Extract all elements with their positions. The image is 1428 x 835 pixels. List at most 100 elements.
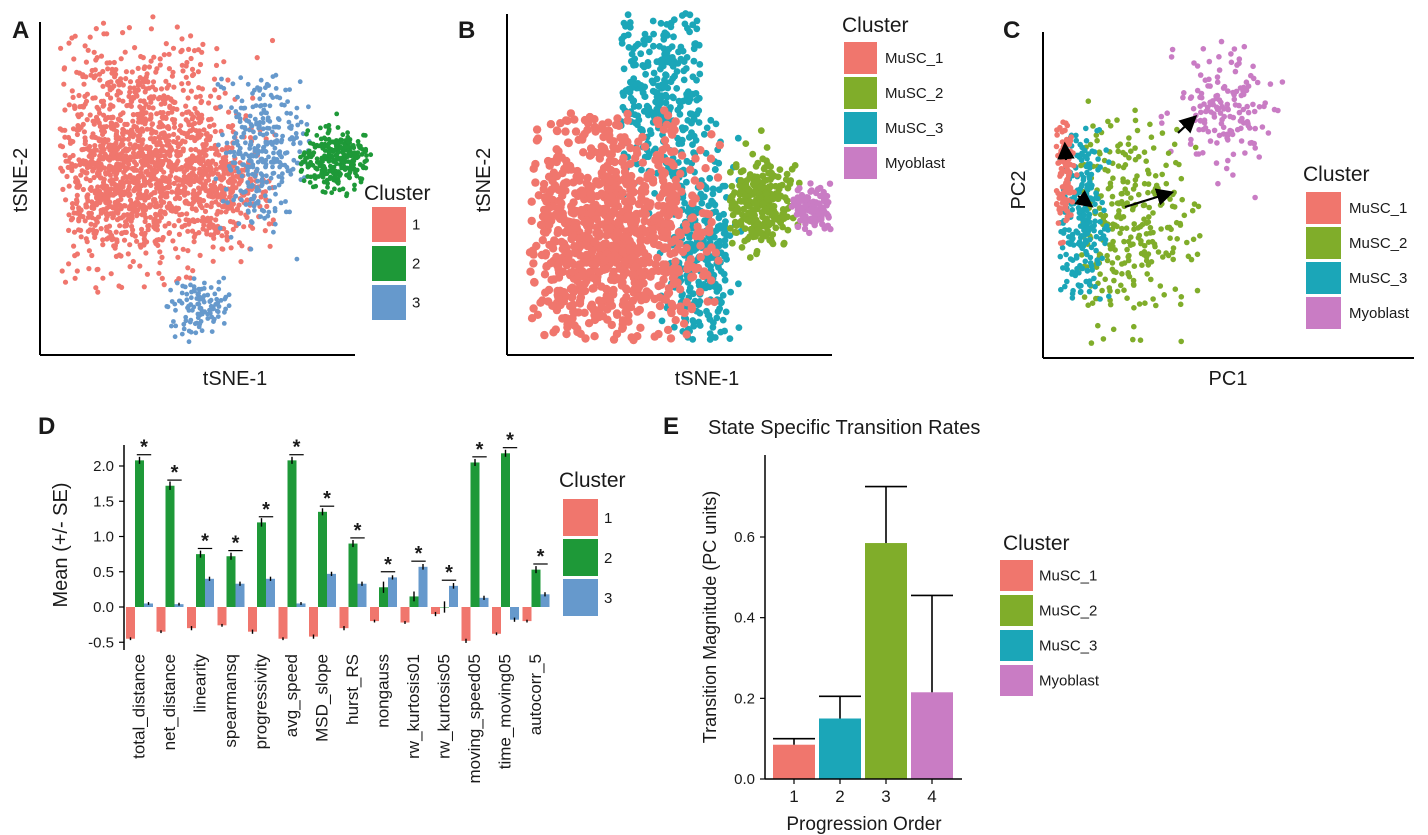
musc-2-point [1163, 250, 1169, 256]
cluster-1-point [61, 81, 67, 87]
musc-2-point [1185, 253, 1192, 260]
cluster-3-point [247, 113, 253, 119]
musc-2-point [731, 218, 739, 226]
musc-1-point [660, 136, 670, 145]
musc-2-point [1125, 270, 1131, 276]
musc-3-point [1076, 283, 1083, 290]
cluster-2-point [318, 125, 323, 131]
musc-3-point [1088, 244, 1095, 251]
musc-2-point [1150, 145, 1157, 151]
musc-1-point [566, 109, 576, 118]
musc-2-point [1115, 148, 1121, 155]
musc-1-point [553, 126, 562, 136]
cluster-3-point [227, 149, 233, 155]
cluster-1-point [107, 163, 113, 169]
musc-1-point [538, 236, 547, 245]
musc-3-point [713, 314, 721, 322]
panel-b-legend-label: Myoblast [885, 155, 946, 172]
cluster-3-point [291, 157, 297, 163]
cluster-1-point [78, 124, 84, 131]
musc-1-point [679, 319, 689, 328]
cluster-3-point [198, 295, 203, 301]
cluster-3-point [279, 179, 285, 185]
cluster-1-point [141, 232, 147, 238]
musc-1-point [662, 120, 671, 129]
cluster-1-point [118, 79, 124, 85]
myoblast-point [806, 229, 813, 237]
musc-1-point [642, 287, 651, 296]
cluster-1-point [93, 134, 99, 141]
cluster-3-point [252, 135, 258, 141]
musc-1-point [552, 210, 562, 219]
cluster-1-point [103, 139, 109, 145]
myoblast-point [1187, 141, 1194, 147]
cluster-1-point [208, 116, 214, 122]
musc-2-point [770, 203, 777, 211]
musc-2-point [1141, 180, 1148, 187]
musc-1-point [696, 241, 705, 250]
musc-1-point [634, 199, 644, 209]
myoblast-point [802, 217, 809, 225]
cluster-1-point [180, 68, 186, 74]
musc-1-point [531, 159, 540, 169]
musc-2-point [1192, 144, 1199, 151]
cluster-1-point [64, 173, 70, 180]
myoblast-point [1196, 126, 1202, 133]
cluster-3-point [215, 82, 221, 87]
cluster-3-point [286, 119, 292, 125]
cluster-1-point [114, 170, 120, 176]
musc-2-point [757, 127, 765, 134]
cluster-1-point [157, 62, 163, 68]
cluster-1-point [150, 14, 156, 20]
musc-2-point [753, 201, 760, 209]
musc-1-point [605, 185, 614, 194]
musc-3-point [654, 100, 661, 107]
cluster-1-point [166, 220, 172, 227]
musc-3-point [710, 319, 717, 326]
musc-1-point [691, 194, 700, 203]
cluster-1-point [81, 129, 87, 135]
cluster-3-point [241, 130, 247, 136]
cluster-1-point [188, 55, 194, 62]
cluster-3-point [268, 159, 274, 165]
musc-2-point [1143, 254, 1150, 260]
panel-b-points [525, 10, 834, 345]
musc-1-point [548, 301, 557, 310]
cluster-1-point [67, 155, 73, 161]
cluster-1-point [244, 197, 250, 203]
myoblast-point [1245, 122, 1251, 129]
musc-3-point [735, 324, 743, 331]
cluster-1-point [97, 77, 103, 83]
cluster-1-point [123, 174, 129, 180]
panel-a-legend-label: 2 [412, 256, 420, 273]
musc-3-point [1099, 199, 1105, 206]
myoblast-point [1225, 106, 1231, 113]
musc-2-point [1136, 153, 1142, 160]
cluster-1-point [132, 45, 138, 51]
musc-1-point [592, 192, 602, 201]
cluster-1-point [107, 229, 113, 235]
musc-2-point [1107, 301, 1114, 308]
myoblast-point [1256, 104, 1263, 110]
cluster-1-point [126, 161, 132, 167]
musc-1-point [617, 134, 626, 143]
cluster-1-point [90, 161, 96, 167]
musc-1-point [654, 201, 663, 210]
cluster-1-point [130, 112, 136, 118]
cluster-3-point [196, 301, 202, 307]
musc-2-point [728, 182, 736, 190]
cluster-1-point [167, 104, 173, 111]
musc-2-point [1190, 236, 1197, 243]
musc-3-point [715, 159, 723, 167]
cluster-3-point [276, 117, 282, 123]
musc-1-point [627, 224, 636, 233]
musc-3-point [1079, 265, 1086, 272]
cluster-2-point [362, 133, 368, 138]
cluster-3-point [195, 315, 201, 321]
cluster-1-point [72, 105, 78, 111]
cluster-3-point [173, 307, 178, 313]
cluster-1-point [206, 217, 212, 223]
myoblast-point [1259, 124, 1266, 130]
cluster-1-point [133, 90, 139, 96]
cluster-1-point [104, 210, 110, 216]
